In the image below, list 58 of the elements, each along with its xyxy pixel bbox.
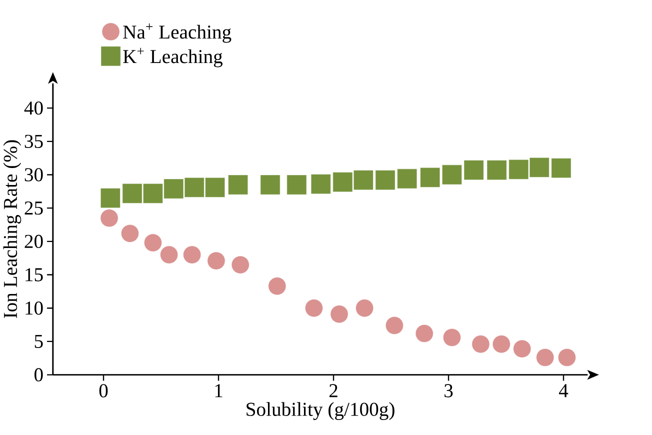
x-tick-label: 3: [444, 384, 453, 398]
point: [420, 168, 440, 188]
point: [164, 178, 184, 199]
point: [122, 184, 142, 204]
x-tick-label: 4: [558, 384, 568, 398]
point: [397, 168, 418, 189]
point: [100, 209, 118, 228]
y-tick-label: 35: [24, 134, 43, 148]
point: [551, 158, 572, 178]
x-tick-label: 2: [329, 384, 338, 398]
point: [353, 170, 374, 190]
point: [442, 164, 462, 185]
point: [442, 328, 461, 347]
point: [100, 188, 120, 208]
point: [286, 174, 307, 195]
point: [375, 170, 396, 190]
y-tick-label: 25: [24, 202, 43, 215]
point: [207, 252, 226, 270]
y-tick-label: 10: [26, 302, 43, 315]
point: [529, 158, 550, 178]
point: [464, 160, 484, 180]
point: [120, 224, 139, 243]
y-tick-label: 30: [24, 168, 43, 182]
point: [231, 256, 250, 274]
legend-label: K$^{+}$ Leaching: [123, 48, 223, 68]
point: [492, 335, 510, 354]
point: [415, 324, 434, 343]
y-tick-label: 20: [24, 234, 43, 248]
point: [183, 246, 202, 264]
legend-label: Na$^{+}$ Leaching: [123, 24, 232, 43]
point: [304, 299, 323, 318]
point: [472, 335, 490, 354]
point: [228, 174, 248, 195]
y-tick-label: 0: [34, 368, 43, 382]
x-tick-label: 0: [99, 384, 108, 398]
point: [144, 234, 162, 252]
point: [260, 174, 280, 195]
point: [508, 160, 529, 180]
point: [160, 246, 178, 264]
point: [184, 178, 204, 198]
point: [486, 160, 507, 180]
x-axis-title: Solubility (g/100g): [246, 402, 394, 420]
point: [268, 277, 286, 296]
point: [332, 172, 353, 192]
point: [558, 348, 576, 367]
y-tick-label: 40: [24, 102, 43, 115]
point: [205, 178, 226, 198]
point: [385, 316, 404, 335]
point: [356, 299, 374, 318]
point: [513, 340, 532, 358]
x-tick-label: 1: [215, 384, 222, 398]
point: [536, 348, 554, 367]
point: [143, 184, 163, 204]
y-tick-label: 15: [26, 268, 43, 282]
y-tick-label: 5: [34, 335, 43, 348]
point: [330, 305, 348, 324]
y-axis-title: Ion Leaching Rate (%): [3, 140, 22, 318]
point: [310, 174, 331, 194]
